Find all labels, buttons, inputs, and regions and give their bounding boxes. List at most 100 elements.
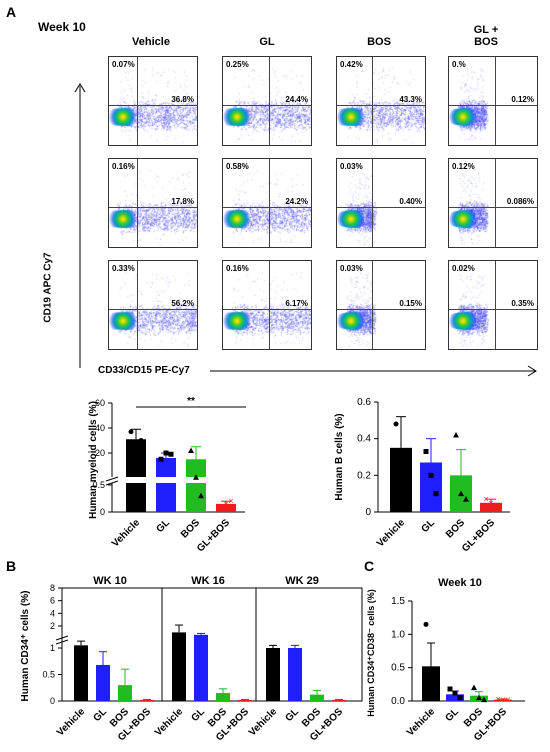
tick-label: Vehicle bbox=[375, 517, 407, 549]
gate-percent-lower-right: 0.12% bbox=[511, 95, 534, 104]
tick-label: GL bbox=[92, 706, 110, 724]
gate-percent-upper-left: 0.25% bbox=[226, 60, 249, 69]
bar bbox=[96, 664, 110, 701]
data-point: × bbox=[483, 494, 488, 504]
y-tick-label: 0.4 bbox=[357, 434, 371, 445]
facs-y-axis-label: CD19 APC Cy7 bbox=[42, 252, 54, 323]
tick-label: GL bbox=[444, 706, 462, 724]
panel-letter-c: C bbox=[364, 558, 375, 574]
facs-density bbox=[109, 261, 197, 349]
facs-density bbox=[223, 261, 311, 349]
tick-label: Vehicle bbox=[110, 517, 142, 549]
y-tick-label: 0.5 bbox=[92, 480, 105, 490]
facs-density bbox=[337, 159, 425, 247]
gate-vertical bbox=[269, 159, 270, 247]
y-tick-label: 0.5 bbox=[391, 663, 405, 674]
data-point bbox=[423, 621, 429, 627]
bar bbox=[186, 483, 206, 512]
y-tick-label: 0.0 bbox=[391, 696, 405, 707]
y-tick-label: 20 bbox=[95, 448, 105, 458]
data-point: × bbox=[495, 694, 500, 704]
panel-letter-b: B bbox=[6, 558, 17, 574]
tick-label: Vehicle bbox=[247, 706, 279, 738]
gate-vertical bbox=[495, 261, 496, 349]
y-tick-label: 60 bbox=[95, 398, 105, 408]
data-point bbox=[423, 449, 429, 454]
data-point: × bbox=[500, 695, 505, 705]
facs-plot: 0.58% 24.2% bbox=[222, 158, 312, 248]
y-tick-label: 0.5 bbox=[42, 670, 55, 680]
tick-label: GL+BOS bbox=[460, 517, 497, 554]
gate-horizontal bbox=[337, 105, 425, 106]
y-tick-label: 1.0 bbox=[391, 629, 405, 640]
data-point: × bbox=[493, 500, 498, 510]
facs-density bbox=[223, 57, 311, 145]
facs-density bbox=[109, 159, 197, 247]
bar bbox=[238, 699, 252, 701]
data-point bbox=[458, 490, 464, 497]
bar bbox=[332, 699, 346, 701]
bar bbox=[480, 502, 502, 512]
gate-percent-lower-right: 17.8% bbox=[171, 197, 194, 206]
gate-percent-lower-right: 0.15% bbox=[399, 299, 422, 308]
y-tick-label: 4 bbox=[50, 608, 55, 618]
gate-vertical bbox=[495, 159, 496, 247]
y-axis-label: Human B cells (%) bbox=[334, 413, 345, 500]
bar bbox=[140, 699, 154, 701]
facs-plot: 0.07% 36.8% bbox=[108, 56, 198, 146]
facs-density bbox=[337, 261, 425, 349]
data-point bbox=[471, 684, 477, 691]
facs-density bbox=[449, 261, 537, 349]
facs-y-arrow bbox=[74, 83, 86, 368]
gate-percent-lower-right: 24.4% bbox=[285, 95, 308, 104]
gate-vertical bbox=[137, 159, 138, 247]
gate-percent-upper-left: 0.58% bbox=[226, 162, 249, 171]
data-point bbox=[398, 454, 404, 460]
y-tick-label: 0.6 bbox=[357, 397, 371, 408]
facs-plot: 0.42% 43.3% bbox=[336, 56, 426, 146]
axis-break bbox=[105, 480, 119, 486]
bar bbox=[266, 648, 280, 701]
tick-label: GL+BOS bbox=[195, 517, 232, 554]
gate-percent-lower-right: 43.3% bbox=[399, 95, 422, 104]
bar bbox=[126, 439, 146, 477]
chart-cd34cd38: Week 10 0.0 0.5 1.0 1.5 Human CD34⁺CD38⁻ cell… bbox=[366, 577, 525, 743]
column-header-gl: GL bbox=[259, 36, 275, 48]
column-header-bos: BOS bbox=[367, 36, 391, 48]
gate-horizontal bbox=[337, 309, 425, 310]
tick-label: GL bbox=[284, 706, 302, 724]
gate-percent-upper-left: 0.16% bbox=[112, 162, 135, 171]
bar bbox=[310, 694, 324, 701]
y-tick-label: 0 bbox=[365, 507, 371, 518]
data-point bbox=[138, 438, 144, 443]
data-point bbox=[168, 451, 174, 457]
data-point bbox=[428, 685, 434, 691]
bar bbox=[446, 694, 464, 701]
facs-plot: 0.33% 56.2% bbox=[108, 260, 198, 350]
chart-title: Week 10 bbox=[438, 577, 482, 589]
gate-percent-lower-right: 0.086% bbox=[506, 197, 534, 206]
gate-vertical bbox=[137, 261, 138, 349]
gate-horizontal bbox=[223, 309, 311, 310]
data-point: × bbox=[505, 695, 510, 705]
gate-vertical bbox=[372, 261, 373, 349]
gate-vertical bbox=[137, 57, 138, 145]
data-point bbox=[188, 447, 194, 453]
gate-percent-upper-left: 0.16% bbox=[226, 264, 249, 273]
gate-vertical bbox=[495, 57, 496, 145]
tick-label: GL bbox=[420, 517, 438, 535]
gate-horizontal bbox=[109, 105, 197, 106]
data-point bbox=[457, 695, 463, 701]
data-point bbox=[463, 496, 469, 502]
data-point bbox=[158, 456, 164, 462]
gate-percent-upper-left: 0.03% bbox=[340, 162, 363, 171]
y-tick-label: 2 bbox=[50, 621, 55, 631]
y-tick-label: 1 bbox=[50, 643, 55, 653]
gate-horizontal bbox=[449, 105, 537, 106]
facs-density bbox=[449, 57, 537, 145]
significance-label: ** bbox=[187, 396, 195, 407]
tick-label: Vehicle bbox=[405, 706, 437, 738]
gate-horizontal bbox=[109, 207, 197, 208]
